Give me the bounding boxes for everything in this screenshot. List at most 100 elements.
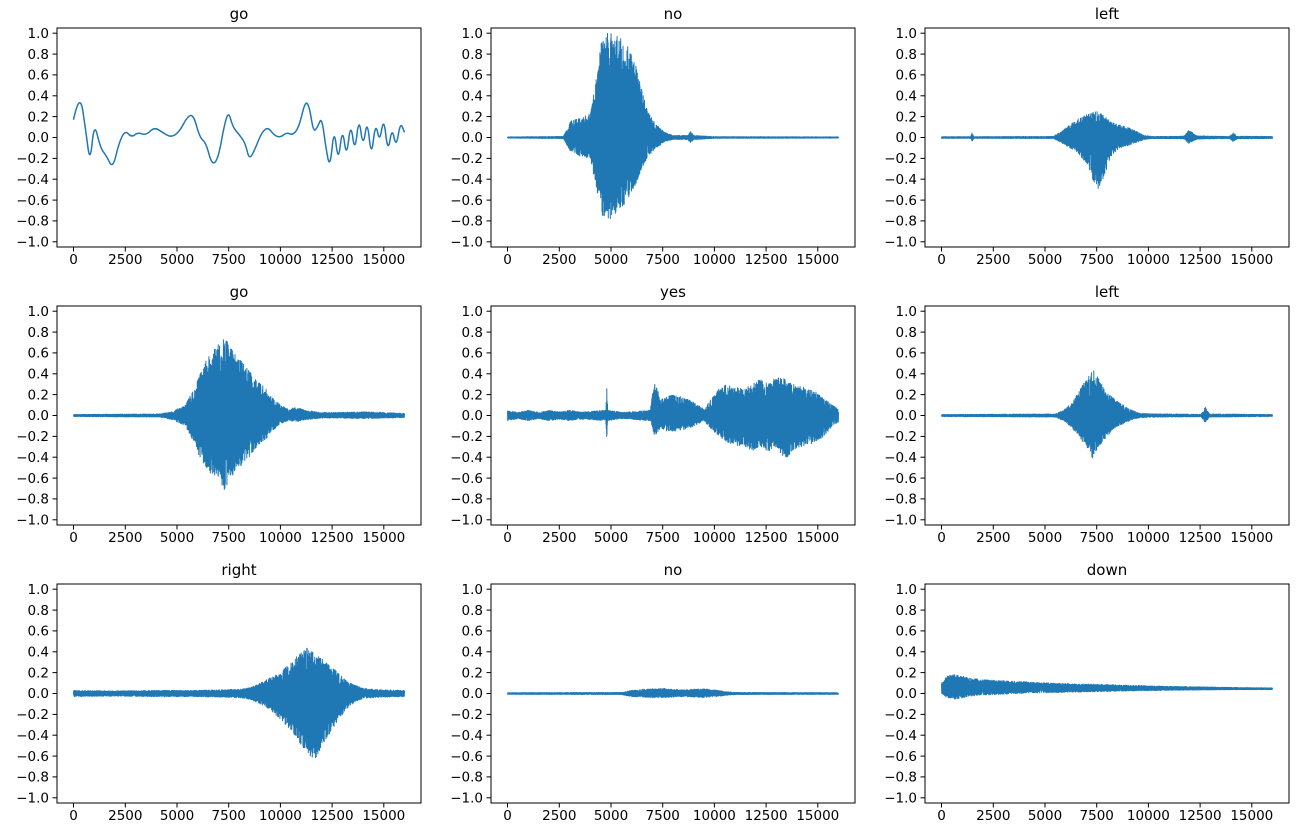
- y-tick-label: 0.4: [28, 89, 49, 105]
- y-tick-label: −0.6: [16, 471, 49, 487]
- x-tick-label: 0: [503, 808, 512, 824]
- x-tick-label: 15000: [1230, 808, 1273, 824]
- y-tick-label: 1.0: [462, 304, 483, 320]
- subplot-7: right 0 2500 5000 7500 10000 12500 15000 1.0 0.8…: [0, 556, 434, 834]
- waveform-plot: 0 2500 5000 7500 10000 12500 15000 1.0 0.8 0.6 0.4…: [884, 26, 1290, 268]
- x-tick-label: 5000: [160, 252, 194, 268]
- subplot-title: go: [229, 5, 249, 23]
- x-tick-label: 5000: [594, 252, 628, 268]
- y-tick-label: −0.8: [16, 492, 49, 508]
- subplot-4: go 0 2500 5000 7500 10000 12500 15000 1.0 0.8 0.6…: [0, 278, 434, 556]
- y-tick-label: −0.4: [450, 450, 483, 466]
- waveform-plot: 0 2500 5000 7500 10000 12500 15000 1.0 0.8 0.6 0.4…: [16, 304, 422, 546]
- y-tick-label: 0.2: [896, 665, 917, 681]
- subplot-5: yes 0 2500 5000 7500 10000 12500 15000 1.0 0.8 0.…: [434, 278, 868, 556]
- x-tick-label: 15000: [796, 530, 839, 546]
- y-tick-label: 0.2: [28, 387, 49, 403]
- x-tick-label: 12500: [745, 252, 788, 268]
- subplot-6: left 0 2500 5000 7500 10000 12500 15000 1.0 0.8 0…: [868, 278, 1302, 556]
- y-tick-label: −1.0: [450, 235, 483, 251]
- waveform-plot: 0 2500 5000 7500 10000 12500 15000 1.0 0.8 0.6 0.4…: [884, 304, 1290, 546]
- waveform-plot: 0 2500 5000 7500 10000 12500 15000 1.0 0.8 0.6 0.4…: [450, 26, 856, 268]
- subplot-title: right: [221, 561, 257, 579]
- y-tick-label: 1.0: [462, 26, 483, 42]
- subplot-title: no: [663, 5, 683, 23]
- y-tick-label: −0.2: [884, 429, 917, 445]
- x-tick-label: 2500: [108, 252, 142, 268]
- x-tick-label: 15000: [796, 808, 839, 824]
- y-tick-label: −1.0: [884, 791, 917, 807]
- x-tick-label: 12500: [311, 808, 354, 824]
- y-tick-label: −0.2: [884, 707, 917, 723]
- y-tick-label: −0.8: [450, 214, 483, 230]
- waveform-path: [941, 370, 1273, 459]
- x-tick-label: 7500: [212, 530, 246, 546]
- x-tick-label: 10000: [259, 252, 302, 268]
- x-tick-label: 15000: [1230, 530, 1273, 546]
- x-tick-label: 2500: [976, 252, 1010, 268]
- x-tick-label: 2500: [542, 252, 576, 268]
- x-tick-label: 7500: [646, 808, 680, 824]
- y-tick-label: −1.0: [16, 791, 49, 807]
- x-tick-label: 2500: [108, 530, 142, 546]
- y-tick-label: −0.2: [884, 151, 917, 167]
- subplot-3: left 0 2500 5000 7500 10000 12500 15000 1.0 0.8 0…: [868, 0, 1302, 278]
- x-tick-label: 12500: [1179, 808, 1222, 824]
- x-tick-label: 7500: [646, 530, 680, 546]
- y-tick-label: 0.4: [896, 645, 917, 661]
- waveform-path: [507, 688, 839, 699]
- subplot-title: down: [1086, 561, 1128, 579]
- y-tick-label: −0.4: [16, 728, 49, 744]
- y-tick-label: 1.0: [28, 582, 49, 598]
- waveform-path: [941, 673, 1273, 700]
- y-tick-label: 0.6: [28, 624, 49, 640]
- waveform-path: [73, 339, 405, 490]
- y-tick-label: −0.8: [884, 492, 917, 508]
- y-tick-label: 0.4: [462, 367, 483, 383]
- y-tick-label: 0.4: [28, 645, 49, 661]
- subplot-title: yes: [660, 283, 686, 301]
- y-tick-label: 0.6: [896, 68, 917, 84]
- subplot-title: go: [229, 283, 249, 301]
- x-tick-label: 10000: [1127, 808, 1170, 824]
- y-tick-label: −0.6: [884, 749, 917, 765]
- y-tick-label: 0.8: [896, 47, 917, 63]
- axes-box: [56, 27, 422, 248]
- y-tick-label: 0.6: [28, 68, 49, 84]
- y-tick-label: 0.8: [28, 325, 49, 341]
- y-tick-label: −0.8: [16, 214, 49, 230]
- axes-box: [924, 305, 1290, 526]
- x-tick-label: 10000: [259, 808, 302, 824]
- y-tick-label: −0.8: [884, 770, 917, 786]
- y-tick-label: −1.0: [884, 235, 917, 251]
- y-tick-label: −1.0: [16, 235, 49, 251]
- y-tick-label: 0.6: [462, 624, 483, 640]
- x-tick-label: 0: [503, 252, 512, 268]
- x-tick-label: 0: [937, 530, 946, 546]
- y-tick-label: −0.4: [16, 450, 49, 466]
- y-tick-label: −0.8: [450, 492, 483, 508]
- y-tick-label: −1.0: [450, 791, 483, 807]
- subplot-2: no 0 2500 5000 7500 10000 12500 15000 1.0 0.8 0.6…: [434, 0, 868, 278]
- y-tick-label: −0.6: [16, 749, 49, 765]
- axes-box: [490, 305, 856, 526]
- y-tick-label: 0.8: [896, 325, 917, 341]
- waveform-path: [72, 102, 406, 166]
- y-tick-label: −0.4: [884, 450, 917, 466]
- x-tick-label: 15000: [362, 530, 405, 546]
- x-tick-label: 5000: [160, 808, 194, 824]
- y-tick-label: 0.6: [462, 68, 483, 84]
- x-tick-label: 10000: [693, 808, 736, 824]
- subplot-9: down 0 2500 5000 7500 10000 12500 15000 1.0 0.8 0…: [868, 556, 1302, 834]
- waveform-plot: 0 2500 5000 7500 10000 12500 15000 1.0 0.8 0.6 0.4…: [16, 582, 422, 824]
- y-tick-label: 0.0: [28, 130, 49, 146]
- y-tick-label: 0.2: [462, 387, 483, 403]
- y-tick-label: 0.0: [896, 130, 917, 146]
- y-tick-label: 0.2: [896, 109, 917, 125]
- y-tick-label: 0.0: [896, 408, 917, 424]
- subplot-title: left: [1094, 5, 1120, 23]
- y-tick-label: 0.0: [462, 408, 483, 424]
- x-tick-label: 12500: [745, 530, 788, 546]
- y-tick-label: −0.2: [450, 429, 483, 445]
- y-tick-label: −0.4: [450, 172, 483, 188]
